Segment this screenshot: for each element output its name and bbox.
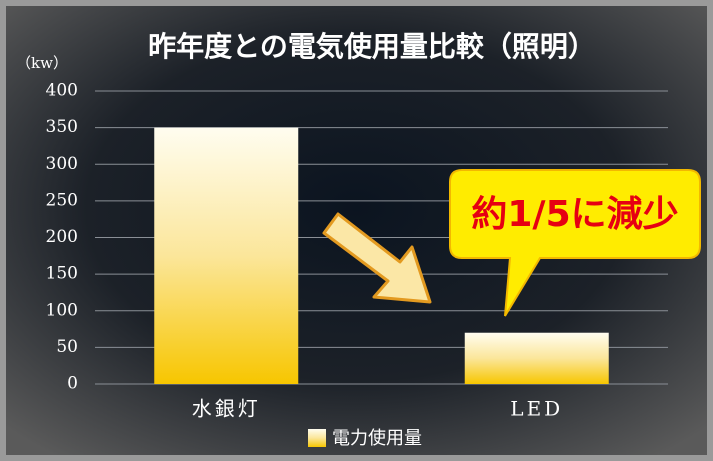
y-tick-label: 250 [46,190,78,210]
y-tick-label: 350 [46,117,78,137]
y-axis-label: （kw） [16,54,68,72]
y-tick-label: 0 [67,374,78,394]
y-tick-label: 400 [46,81,78,101]
x-tick-label: LED [510,397,563,421]
callout [449,169,701,317]
arrow [322,212,432,304]
x-tick-label: 水銀灯 [192,397,261,421]
chart-title: 昨年度との電気使用量比較（照明） [148,30,596,63]
legend-swatch [308,429,326,447]
bar [154,127,299,384]
y-tick-label: 50 [56,337,78,357]
y-tick-label: 300 [46,154,78,174]
legend-label: 電力使用量 [332,428,422,449]
annotation: 約1/5に減少 [471,194,678,235]
y-tick-label: 100 [46,300,78,320]
y-tick-label: 150 [46,264,78,284]
y-tick-label: 200 [46,227,78,247]
bar [464,332,609,384]
